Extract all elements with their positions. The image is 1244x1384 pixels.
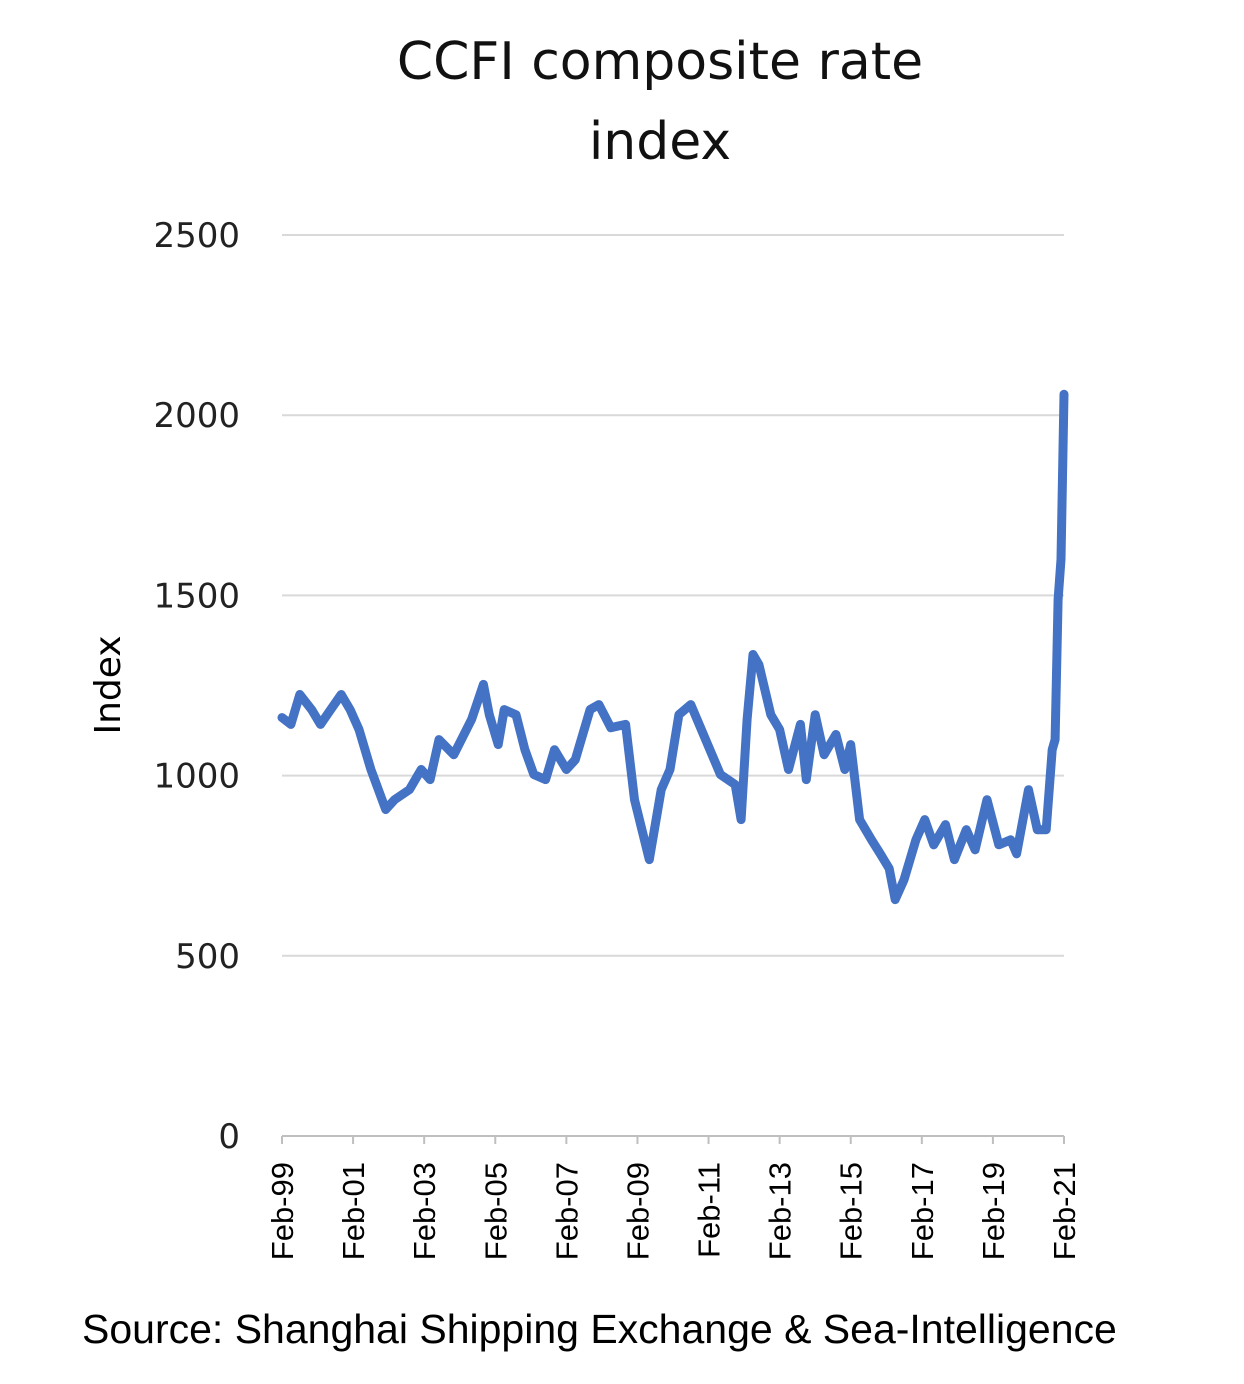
x-tick-label: Feb-01 — [336, 1162, 371, 1260]
chart-title: CCFI composite rate index — [396, 32, 924, 172]
x-tick-label: Feb-13 — [763, 1162, 798, 1260]
x-tick-label: Feb-17 — [905, 1162, 940, 1260]
x-tick-label: Feb-05 — [478, 1162, 513, 1260]
y-tick-label: 2500 — [153, 216, 240, 256]
x-tick-label: Feb-21 — [1047, 1162, 1082, 1260]
series-line — [277, 389, 1069, 905]
x-axis-ticks: Feb-99 Feb-01 Feb-03 Feb-05 Feb-07 Feb-09 Feb-… — [265, 1136, 1082, 1260]
y-axis-label: Index — [88, 635, 129, 734]
gridlines — [282, 234, 1064, 957]
source-note: Source: Shanghai Shipping Exchange & Sea… — [82, 1306, 1117, 1352]
x-tick-label: Feb-07 — [549, 1162, 584, 1260]
y-tick-label: 1000 — [153, 757, 240, 797]
y-tick-label: 1500 — [153, 576, 240, 616]
x-tick-label: Feb-99 — [265, 1162, 300, 1260]
x-tick-label: Feb-03 — [407, 1162, 442, 1260]
y-tick-label: 2000 — [153, 396, 240, 436]
x-tick-label: Feb-11 — [692, 1162, 727, 1258]
x-tick-label: Feb-19 — [976, 1162, 1011, 1260]
y-tick-label: 500 — [175, 937, 240, 977]
y-axis-ticks: 0 500 1000 1500 2000 2500 — [153, 216, 240, 1157]
x-tick-label: Feb-15 — [834, 1162, 869, 1260]
y-tick-label: 0 — [218, 1117, 240, 1157]
x-tick-label: Feb-09 — [620, 1162, 655, 1260]
